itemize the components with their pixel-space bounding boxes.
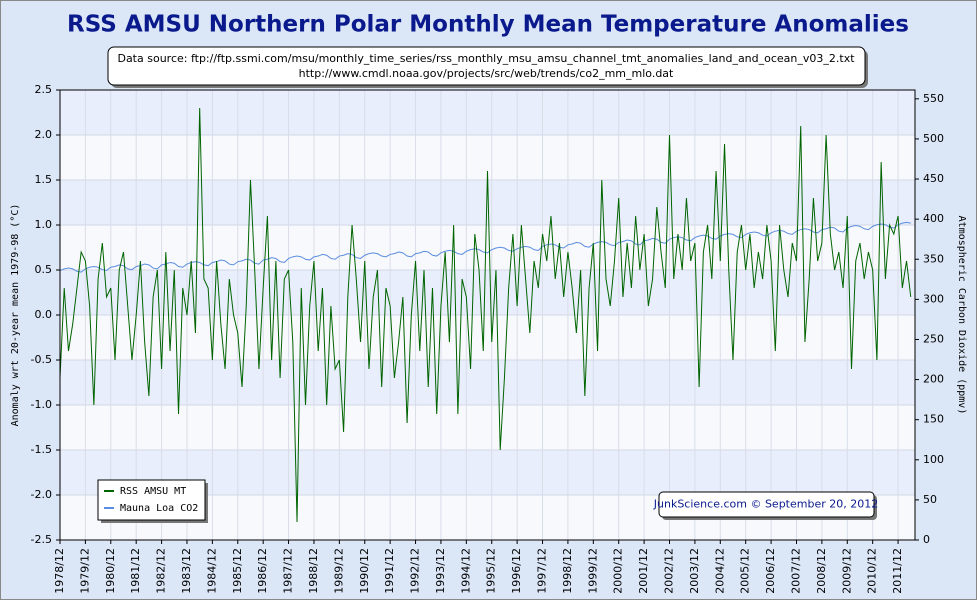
y2-tick-label: 150: [923, 413, 944, 426]
grid-band: [60, 360, 915, 405]
x-tick-label: 1994/12: [459, 548, 472, 594]
y-tick-label: 1.0: [35, 218, 53, 231]
y-axis-label: Anomaly wrt 20-year mean 1979-98 (°C): [10, 204, 21, 427]
y2-tick-label: 400: [923, 212, 944, 225]
y2-tick-label: 100: [923, 453, 944, 466]
x-tick-label: 2000/12: [612, 548, 625, 594]
chart-title: RSS AMSU Northern Polar Monthly Mean Tem…: [67, 12, 909, 38]
y2-tick-label: 200: [923, 373, 944, 386]
x-tick-label: 1986/12: [256, 548, 269, 594]
source-line: Data source: ftp://ftp.ssmi.com/msu/mont…: [117, 52, 855, 65]
y2-tick-label: 50: [923, 493, 937, 506]
x-tick-label: 2001/12: [637, 548, 650, 594]
y2-tick-label: 450: [923, 172, 944, 185]
legend-box: [97, 479, 206, 521]
x-tick-label: 1993/12: [434, 548, 447, 594]
x-tick-label: 1981/12: [129, 548, 142, 594]
y2-tick-label: 300: [923, 292, 944, 305]
y2-tick-label: 550: [923, 92, 944, 105]
x-tick-label: 2009/12: [840, 548, 853, 594]
x-tick-label: 1979/12: [78, 548, 91, 594]
series-line: [59, 107, 912, 523]
x-tick-label: 1990/12: [358, 548, 371, 594]
x-tick-label: 1982/12: [155, 548, 168, 594]
x-tick-label: 1980/12: [104, 548, 117, 594]
y2-tick-label: 0: [923, 533, 930, 546]
y-tick-label: 1.5: [35, 173, 53, 186]
plot-area: [59, 89, 915, 541]
x-tick-label: 1998/12: [561, 548, 574, 594]
x-tick-label: 2010/12: [866, 548, 879, 594]
source-box: [107, 46, 866, 86]
y-tick-label: -1.5: [31, 443, 52, 456]
y-tick-label: -2.0: [31, 488, 52, 501]
x-tick-label: 1988/12: [307, 548, 320, 594]
x-tick-label: 2008/12: [815, 548, 828, 594]
x-tick-label: 1984/12: [205, 548, 218, 594]
y2-axis-label: Atmospheric Carbon Dioxide (ppmv): [956, 216, 967, 415]
y-tick-label: -2.5: [31, 533, 52, 546]
x-tick-label: 1983/12: [180, 548, 193, 594]
y2-tick-label: 250: [923, 332, 944, 345]
x-tick-label: 1991/12: [383, 548, 396, 594]
grid-band: [60, 90, 915, 135]
x-tick-label: 2004/12: [713, 548, 726, 594]
plot-border: [59, 89, 916, 541]
y-tick-label: -0.5: [31, 353, 52, 366]
y-tick-label: 2.0: [35, 128, 53, 141]
x-tick-label: 2006/12: [764, 548, 777, 594]
x-tick-label: 2002/12: [663, 548, 676, 594]
x-tick-label: 2007/12: [789, 548, 802, 594]
x-tick-label: 1999/12: [586, 548, 599, 594]
x-tick-label: 2003/12: [688, 548, 701, 594]
legend-label: Mauna Loa CO2: [120, 503, 198, 514]
source-line: http://www.cmdl.noaa.gov/projects/src/we…: [299, 67, 674, 80]
y-tick-label: 0.5: [35, 263, 53, 276]
legend-label: RSS AMSU MT: [120, 486, 186, 497]
x-tick-label: 1992/12: [409, 548, 422, 594]
x-tick-label: 1995/12: [485, 548, 498, 594]
x-tick-label: 1989/12: [332, 548, 345, 594]
y2-tick-label: 350: [923, 252, 944, 265]
x-tick-label: 1978/12: [53, 548, 66, 594]
y-tick-label: 2.5: [35, 83, 53, 96]
y-tick-label: -1.0: [31, 398, 52, 411]
x-tick-label: 2011/12: [891, 548, 904, 594]
credit: JunkScience.com © September 20, 2012: [653, 498, 878, 511]
y2-tick-label: 500: [923, 132, 944, 145]
y-tick-label: 0.0: [35, 308, 53, 321]
x-tick-label: 1985/12: [231, 548, 244, 594]
x-tick-label: 1987/12: [282, 548, 295, 594]
x-tick-label: 1997/12: [536, 548, 549, 594]
x-tick-label: 2005/12: [739, 548, 752, 594]
credit-box: [658, 491, 875, 518]
x-tick-label: 1996/12: [510, 548, 523, 594]
